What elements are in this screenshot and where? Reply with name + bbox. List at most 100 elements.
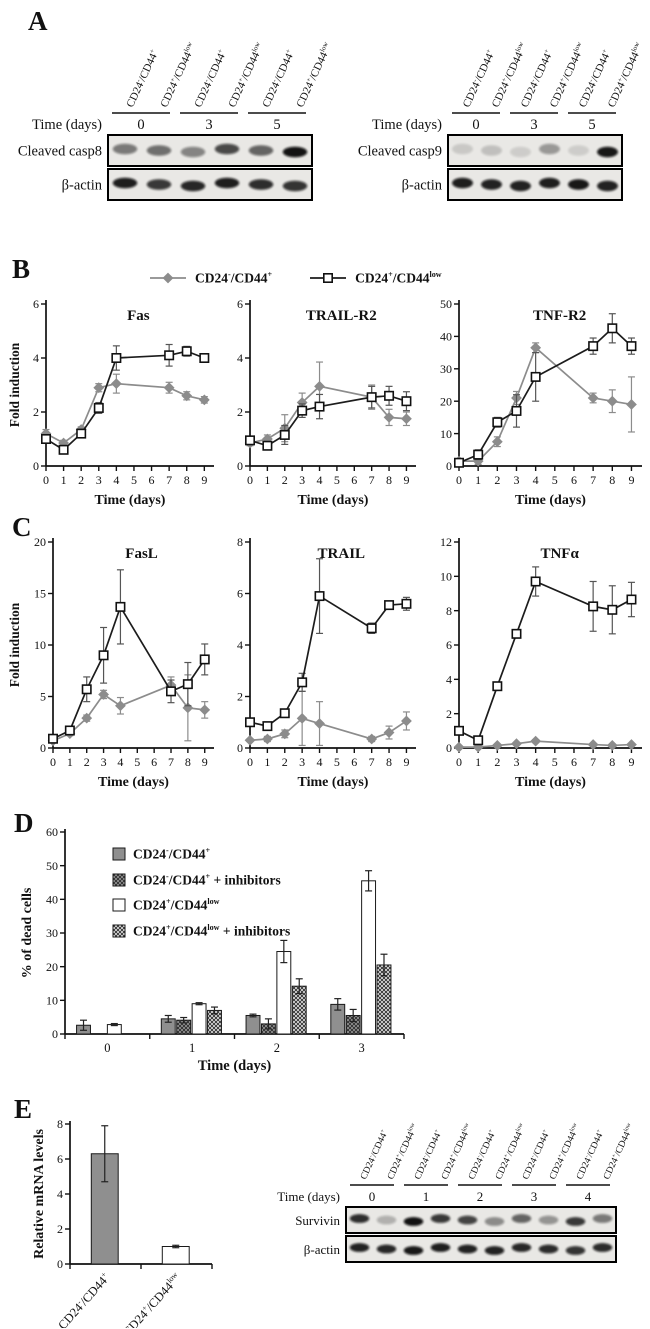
svg-text:4: 4 [113,473,119,487]
svg-text:0: 0 [456,473,462,487]
svg-text:5: 5 [334,755,340,769]
svg-text:0: 0 [247,755,253,769]
chart-trail-r2: 0 2 4 6 0 1 2 3 4 5 6 7 8 9 Time (days) TRAIL-R2 [230,294,428,517]
svg-text:2: 2 [237,405,243,419]
svg-text:20: 20 [440,394,452,408]
svg-text:6: 6 [149,473,155,487]
svg-text:9: 9 [403,473,409,487]
legend-panel-b: CD24-/CD44+ CD24+/CD44low [148,270,442,287]
svg-text:2: 2 [33,405,39,419]
svg-text:5: 5 [131,473,137,487]
svg-text:Relative mRNA levels: Relative mRNA levels [32,1129,47,1259]
panel-b-label: B [12,254,31,284]
svg-text:8: 8 [386,473,392,487]
svg-text:2: 2 [494,473,500,487]
svg-text:5: 5 [588,117,595,133]
svg-text:CD24-/CD44+: CD24-/CD44+ [359,1128,391,1181]
svg-text:CD24-/CD44+: CD24-/CD44+ [521,1128,553,1181]
svg-text:10: 10 [440,570,452,584]
svg-text:Time (days): Time (days) [515,775,586,790]
svg-text:0: 0 [52,1027,58,1041]
svg-text:6: 6 [57,1152,63,1166]
svg-text:TRAIL: TRAIL [318,546,366,562]
svg-text:8: 8 [609,755,615,769]
svg-text:2: 2 [237,690,243,704]
svg-text:3: 3 [299,473,305,487]
svg-text:10: 10 [34,638,46,652]
legend-d-label: CD24+/CD44low + inhibitors [133,922,291,939]
svg-text:7: 7 [168,755,174,769]
svg-text:0: 0 [247,473,253,487]
svg-text:Cleaved casp9: Cleaved casp9 [358,144,442,160]
svg-text:Fas: Fas [127,308,150,324]
svg-text:CD24-/CD44+: CD24-/CD44+ [413,1128,445,1181]
svg-text:7: 7 [590,755,596,769]
svg-text:3: 3 [96,473,102,487]
svg-text:CD24-/CD44+: CD24-/CD44+ [124,48,161,109]
svg-text:4: 4 [317,755,323,769]
svg-text:CD24-/CD44+: CD24-/CD44+ [260,48,297,109]
svg-text:4: 4 [533,755,539,769]
svg-text:3: 3 [530,117,537,133]
svg-text:4: 4 [237,351,243,365]
panel-c-label: C [12,512,32,542]
svg-text:20: 20 [46,960,58,974]
svg-text:2: 2 [477,1189,484,1204]
svg-text:1: 1 [475,473,481,487]
svg-text:6: 6 [151,755,157,769]
svg-text:0: 0 [40,741,46,755]
svg-text:CD24+/CD44low: CD24+/CD44low [120,1270,184,1328]
svg-text:9: 9 [202,755,208,769]
chart-dead-cells: 0 10 20 30 40 50 60 0 1 2 3 Time (days) % of dead ce… [18,824,414,1083]
svg-text:CD24+/CD44low: CD24+/CD44low [294,41,335,109]
svg-text:CD24-/CD44+: CD24-/CD44+ [467,1128,499,1181]
svg-text:50: 50 [46,859,58,873]
svg-text:Fold induction: Fold induction [7,342,22,427]
legend-d-label: CD24-/CD44+ + inhibitors [133,871,281,888]
svg-text:30: 30 [46,926,58,940]
svg-text:0: 0 [57,1257,63,1271]
svg-text:0: 0 [50,755,56,769]
svg-text:% of dead cells: % of dead cells [20,887,35,978]
panel-d-label: D [14,808,34,838]
svg-text:7: 7 [369,473,375,487]
svg-text:CD24+/CD44low: CD24+/CD44low [226,41,267,109]
svg-text:10: 10 [46,994,58,1008]
svg-text:40: 40 [46,893,58,907]
svg-text:Time (days): Time (days) [298,493,369,508]
svg-text:3: 3 [359,1041,365,1055]
svg-text:8: 8 [57,1117,63,1131]
svg-text:6: 6 [571,755,577,769]
svg-text:0: 0 [43,473,49,487]
svg-text:3: 3 [513,755,519,769]
panel-b-charts: 0 2 4 6 0 1 2 3 4 5 6 7 8 9 Time (days) Fold induction F… [6,294,650,517]
svg-text:9: 9 [201,473,207,487]
svg-text:6: 6 [446,638,452,652]
svg-text:8: 8 [446,604,452,618]
svg-text:10: 10 [440,427,452,441]
svg-text:0: 0 [446,741,452,755]
legend-d-item-3: CD24+/CD44low + inhibitors [112,923,290,940]
chart-fas: 0 2 4 6 0 1 2 3 4 5 6 7 8 9 Time (days) Fold induction F… [6,294,226,517]
legend-d-item-2: CD24+/CD44low [112,897,290,914]
svg-text:CD24-/CD44+: CD24-/CD44+ [575,1128,607,1181]
chart-relative-mrna: 0 2 4 6 8 CD24-/CD44+ CD24+/CD44low Relative mR… [30,1116,222,1329]
svg-text:3: 3 [299,755,305,769]
svg-text:3: 3 [205,117,212,133]
svg-text:5: 5 [552,755,558,769]
svg-text:Survivin: Survivin [295,1213,340,1228]
svg-text:CD24+/CD44low: CD24+/CD44low [602,1122,637,1182]
svg-text:2: 2 [282,473,288,487]
svg-text:5: 5 [552,473,558,487]
svg-text:β-actin: β-actin [62,178,103,194]
svg-text:0: 0 [237,741,243,755]
svg-text:6: 6 [33,297,39,311]
legend-d-item-0: CD24-/CD44+ [112,846,290,863]
svg-text:CD24+/CD44low: CD24+/CD44low [158,41,199,109]
svg-text:6: 6 [351,473,357,487]
svg-text:9: 9 [403,755,409,769]
svg-text:CD24-/CD44+: CD24-/CD44+ [55,1270,113,1328]
svg-text:Time (days): Time (days) [515,493,586,508]
svg-text:0: 0 [137,117,144,133]
